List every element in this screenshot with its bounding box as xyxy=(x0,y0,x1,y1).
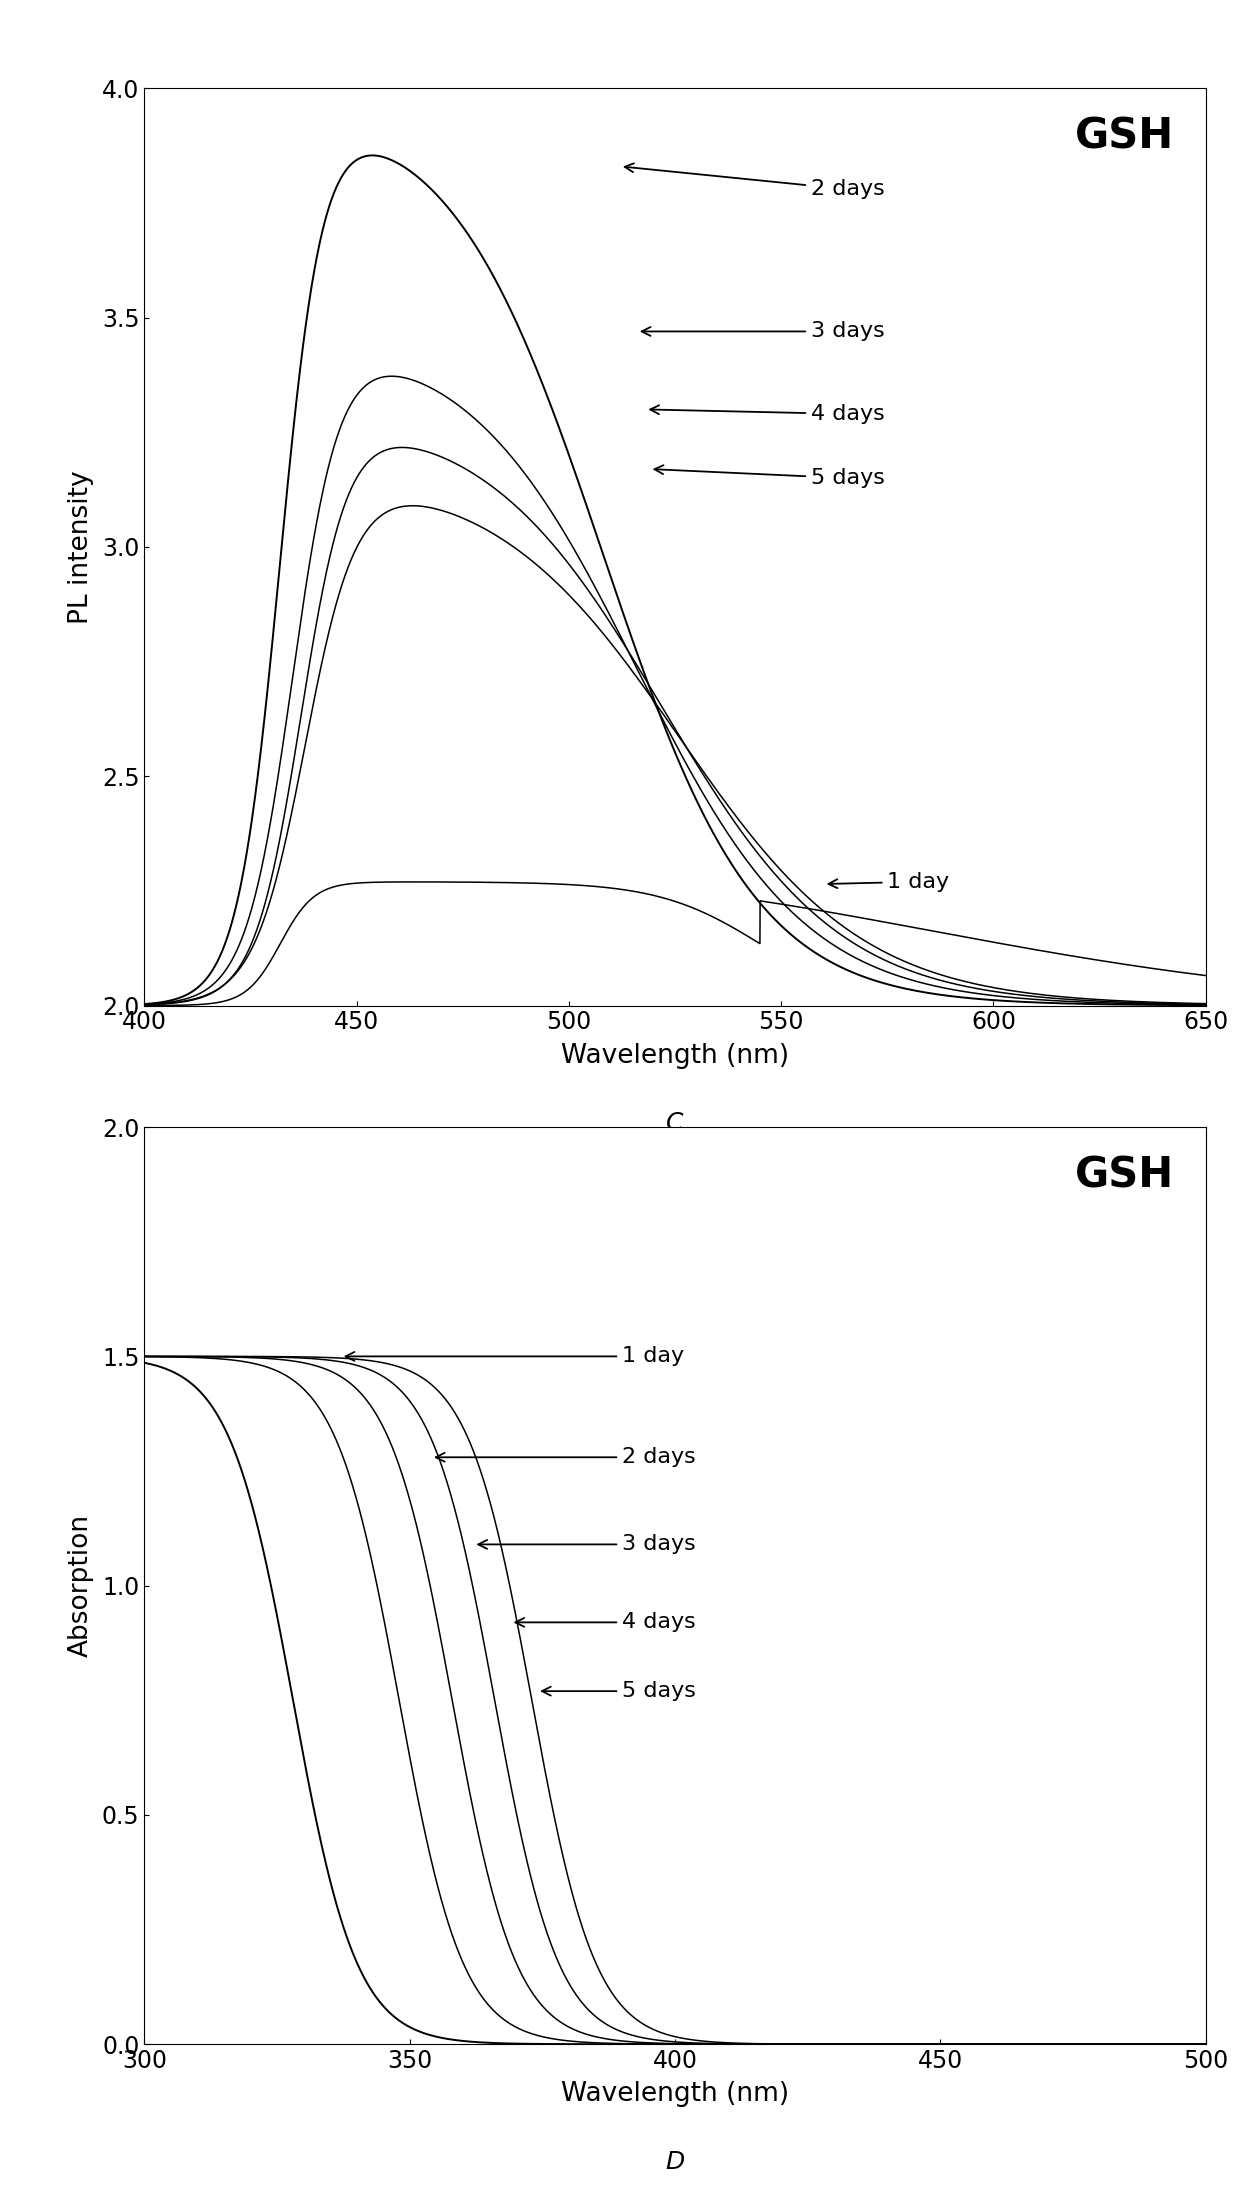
Text: 1 day: 1 day xyxy=(345,1346,685,1366)
Text: 3 days: 3 days xyxy=(642,320,884,340)
Text: GSH: GSH xyxy=(1075,1154,1174,1196)
Text: 5 days: 5 days xyxy=(541,1682,696,1702)
Text: 3 days: 3 days xyxy=(479,1534,696,1554)
Text: 1 day: 1 day xyxy=(829,871,950,891)
Text: C: C xyxy=(667,1112,683,1136)
Text: 5 days: 5 days xyxy=(654,466,884,488)
X-axis label: Wavelength (nm): Wavelength (nm) xyxy=(561,2082,789,2108)
X-axis label: Wavelength (nm): Wavelength (nm) xyxy=(561,1043,789,1070)
Text: D: D xyxy=(666,2150,685,2175)
Y-axis label: PL intensity: PL intensity xyxy=(68,471,94,623)
Text: 2 days: 2 days xyxy=(624,164,884,199)
Text: 4 days: 4 days xyxy=(651,404,884,424)
Text: GSH: GSH xyxy=(1075,115,1174,157)
Text: 4 days: 4 days xyxy=(515,1613,696,1633)
Y-axis label: Absorption: Absorption xyxy=(68,1514,94,1658)
Text: 2 days: 2 days xyxy=(436,1448,696,1467)
